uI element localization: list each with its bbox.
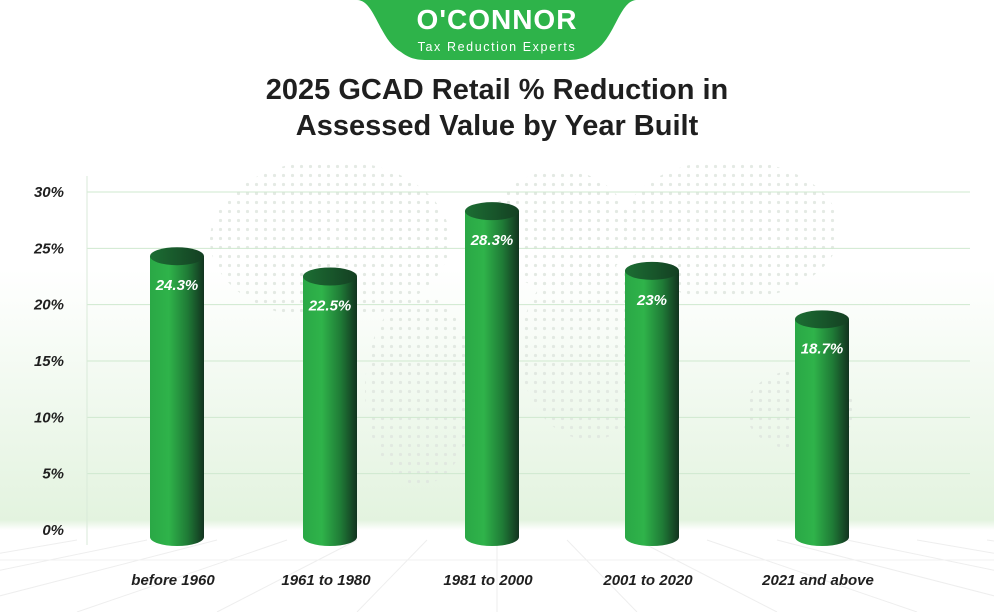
floor-line <box>706 539 918 612</box>
bar-5: 18.7% <box>795 310 849 546</box>
bar-body <box>625 270 679 546</box>
chart-title: 2025 GCAD Retail % Reduction in Assessed… <box>0 72 994 144</box>
floor-line <box>216 539 358 612</box>
brand-tagline: Tax Reduction Experts <box>417 40 577 54</box>
bar-4: 23% <box>625 261 679 546</box>
bar-body <box>465 211 519 547</box>
x-axis-labels: before 1960 1961 to 1980 1981 to 2000 2001 … <box>131 572 874 589</box>
data-label: 22.5% <box>308 298 352 315</box>
floor-line <box>986 539 994 542</box>
floor-perspective-grid <box>0 539 994 612</box>
bar-top <box>150 247 204 266</box>
y-tick-label: 20% <box>33 297 64 314</box>
data-label: 18.7% <box>801 340 844 357</box>
y-tick-label: 5% <box>42 466 64 483</box>
chart-title-line-1: 2025 GCAD Retail % Reduction in <box>265 74 729 106</box>
bar-body <box>150 256 204 546</box>
bars: 24.3% 22.5% 28.3% 23% 18.7% <box>150 202 849 547</box>
bar-top <box>795 310 849 329</box>
logo-tab-shape <box>357 0 637 60</box>
floor-line <box>566 539 638 612</box>
bar-top <box>625 261 679 280</box>
data-label: 23% <box>636 292 667 309</box>
floor-line <box>916 539 994 554</box>
floor-line <box>636 539 778 612</box>
bar-body <box>795 319 849 546</box>
floor-line <box>846 539 994 571</box>
data-label: 28.3% <box>470 232 514 249</box>
floor-line <box>776 539 994 597</box>
floor-line <box>0 539 148 571</box>
floor-line <box>0 539 78 554</box>
brand-name: O'CONNOR <box>416 4 578 35</box>
y-axis-ticks: 0% 5% 10% 15% 20% 25% 30% <box>33 184 64 539</box>
y-tick-label: 0% <box>42 522 64 539</box>
bar-top <box>303 267 357 286</box>
floor-line <box>0 539 218 597</box>
x-tick-label: 2001 to 2020 <box>602 572 693 589</box>
floor-line <box>76 539 288 612</box>
x-tick-label: 1981 to 2000 <box>443 572 533 589</box>
bar-2: 22.5% <box>303 267 357 546</box>
x-tick-label: 2021 and above <box>761 572 874 589</box>
data-label: 24.3% <box>155 277 199 294</box>
y-tick-label: 10% <box>34 409 64 426</box>
chart-title-line-2: Assessed Value by Year Built <box>295 110 699 142</box>
y-tick-label: 15% <box>34 353 64 370</box>
brand-logo: O'CONNOR Tax Reduction Experts <box>357 0 637 62</box>
bar-1: 24.3% <box>150 247 204 546</box>
y-tick-label: 25% <box>33 240 64 257</box>
floor-line <box>356 539 428 612</box>
x-tick-label: before 1960 <box>131 572 215 589</box>
bar-body <box>303 276 357 546</box>
y-tick-label: 30% <box>34 184 64 201</box>
bar-top <box>465 202 519 221</box>
bar-3: 28.3% <box>465 202 519 547</box>
x-tick-label: 1961 to 1980 <box>281 572 371 589</box>
